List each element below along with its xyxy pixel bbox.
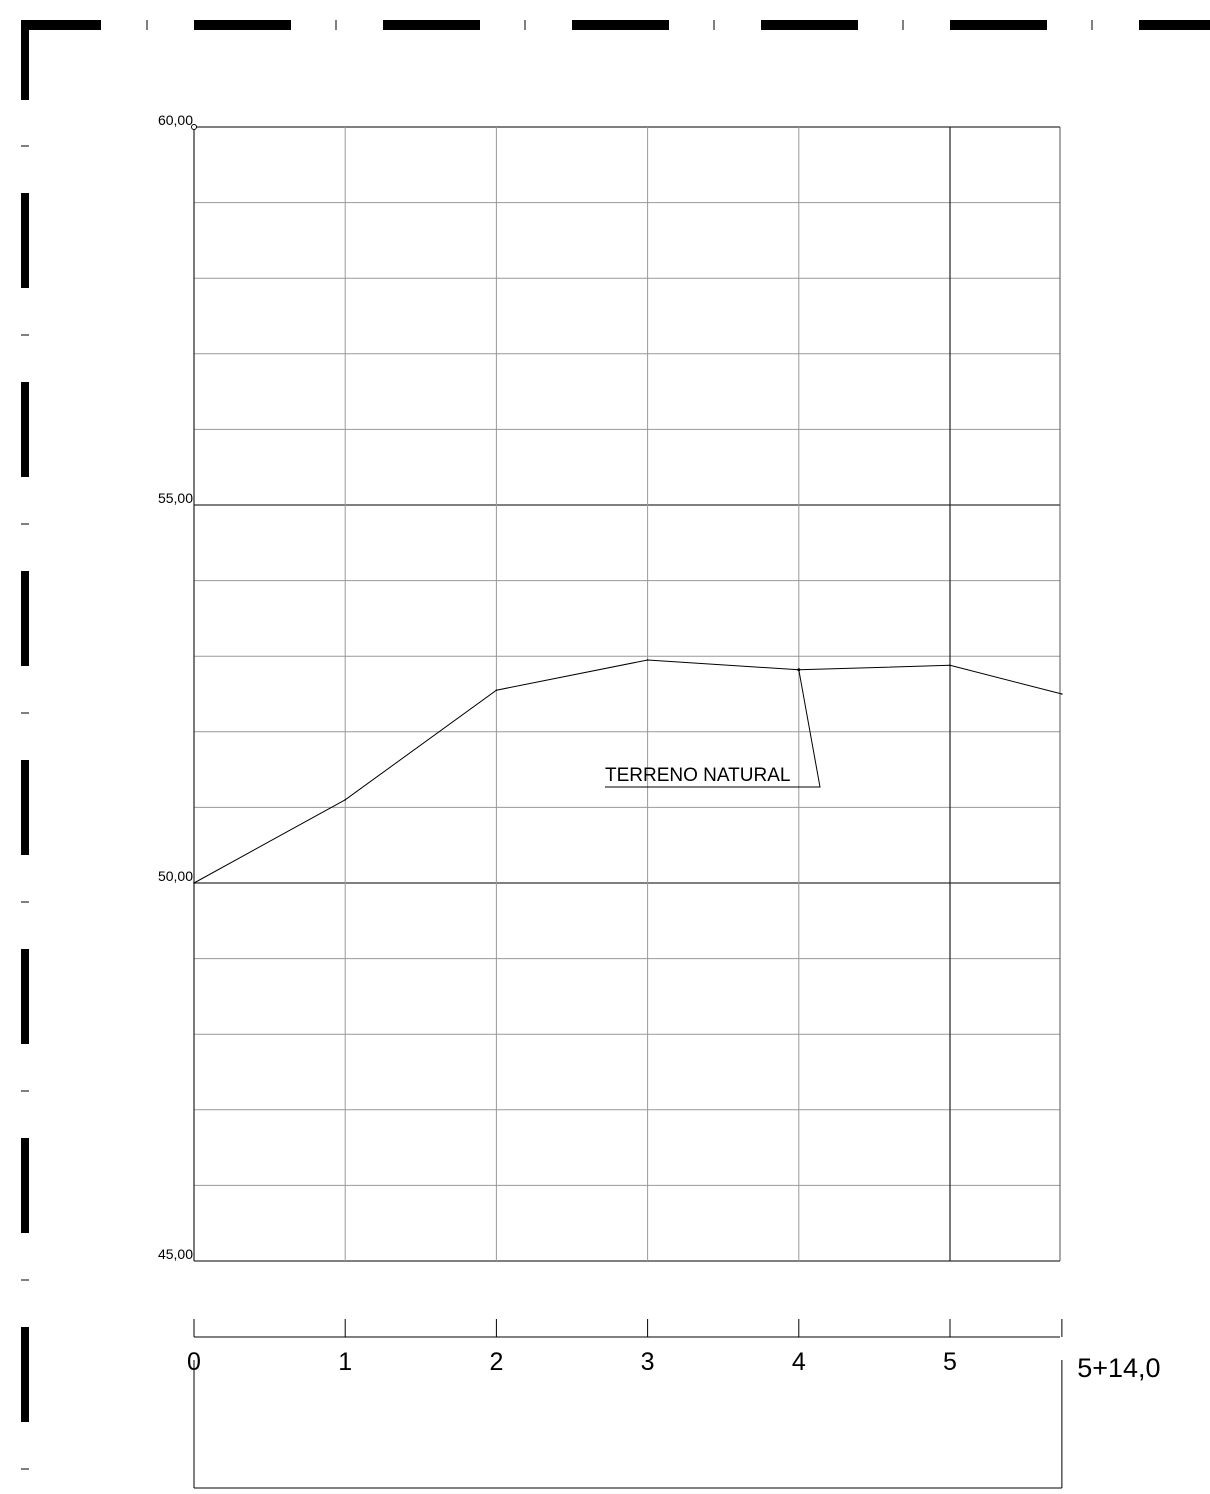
terrain-point xyxy=(646,659,649,661)
sheet-border xyxy=(21,20,1210,1470)
terrain-point xyxy=(1061,693,1063,695)
station-axis xyxy=(193,1319,1063,1489)
border-dash-left xyxy=(21,760,29,855)
x-tick-label: 0 xyxy=(187,1348,201,1376)
border-dash-top xyxy=(383,20,480,30)
x-tick-label: 3 xyxy=(641,1348,655,1376)
border-corner-left xyxy=(21,20,29,100)
border-dash-top xyxy=(1139,20,1210,30)
border-dash-left xyxy=(21,382,29,477)
border-dash-top xyxy=(950,20,1047,30)
border-dash-left xyxy=(21,1138,29,1233)
border-dash-top xyxy=(572,20,669,30)
y-tick-label: 50,00 xyxy=(158,868,193,884)
border-dash-left xyxy=(21,1327,29,1422)
annotation-arrow-tip xyxy=(797,668,801,672)
border-dash-top xyxy=(194,20,291,30)
origin-marker xyxy=(191,124,197,130)
x-tick-label: 5 xyxy=(943,1348,957,1376)
y-tick-label: 55,00 xyxy=(158,490,193,506)
station-end-label: 5+14,0 xyxy=(1077,1353,1160,1383)
border-dash-left xyxy=(21,193,29,288)
chart-labels: 45,00 50,00 55,00 60,00 0 1 2 3 4 5 5+14,0 TERRENO … xyxy=(158,112,1161,1383)
chart-grid xyxy=(191,124,1061,1262)
terrain-annotation: TERRENO NATURAL xyxy=(605,765,790,786)
x-tick-label: 2 xyxy=(489,1348,503,1376)
terrain-point xyxy=(193,882,195,884)
border-dash-left xyxy=(21,571,29,666)
border-corner-top xyxy=(21,20,101,30)
terrain-point xyxy=(949,664,951,667)
annotation-leader xyxy=(605,669,821,788)
x-tick-label: 1 xyxy=(338,1348,352,1376)
y-tick-label: 45,00 xyxy=(158,1246,193,1262)
x-tick-label: 4 xyxy=(792,1348,806,1376)
border-dash-left xyxy=(21,949,29,1044)
y-tick-label: 60,00 xyxy=(158,112,193,128)
terrain-point xyxy=(344,799,347,801)
terrain-point xyxy=(495,689,498,692)
border-dash-top xyxy=(761,20,858,30)
